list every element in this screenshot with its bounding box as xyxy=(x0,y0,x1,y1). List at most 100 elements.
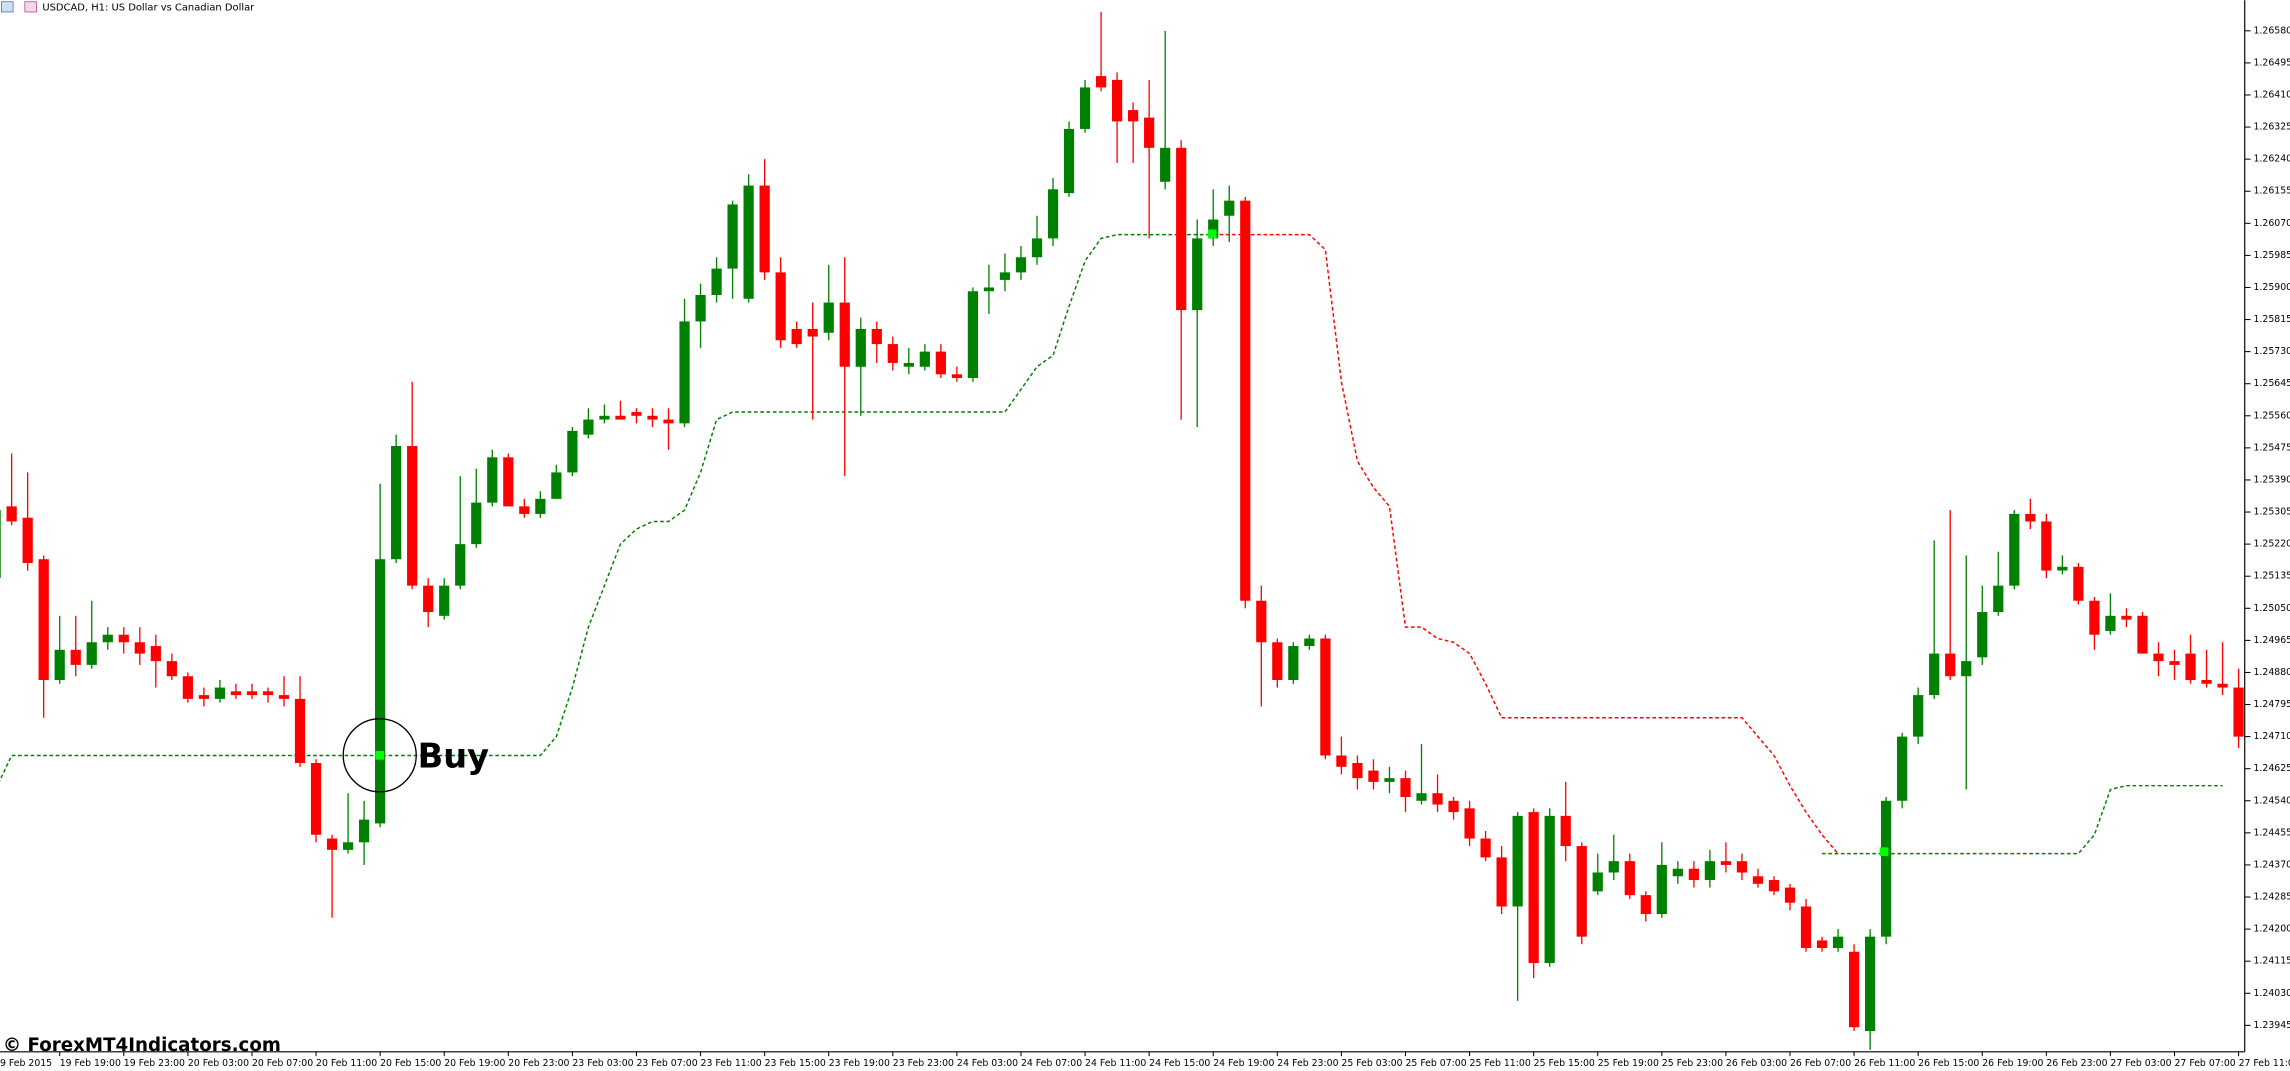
candle-body xyxy=(2105,615,2116,631)
indicator-line xyxy=(1213,233,1839,855)
candle-body xyxy=(903,362,914,367)
y-tick-label: 1.25645 xyxy=(2253,378,2290,389)
candle-body xyxy=(1432,793,1443,805)
candle-body xyxy=(743,185,754,299)
candle-body xyxy=(1384,778,1395,782)
candle-body xyxy=(1448,800,1459,813)
candle-body xyxy=(919,351,930,367)
candle-body xyxy=(663,419,674,424)
candle-body xyxy=(1688,868,1699,881)
candle-body xyxy=(855,328,866,367)
candle-body xyxy=(1640,895,1651,915)
signal-circle xyxy=(342,718,417,793)
candle-body xyxy=(1512,815,1523,907)
y-tick-label: 1.24455 xyxy=(2253,827,2290,838)
y-tick-label: 1.25900 xyxy=(2253,282,2290,293)
candle-body xyxy=(695,295,706,322)
candle-body xyxy=(1160,147,1171,182)
y-tick-label: 1.25135 xyxy=(2253,571,2290,582)
candle-body xyxy=(1208,219,1219,239)
candle-body xyxy=(1672,868,1683,877)
y-tick-label: 1.24795 xyxy=(2253,699,2290,710)
y-tick-label: 1.26240 xyxy=(2253,154,2290,165)
plot-area xyxy=(0,11,2244,1050)
x-tick-label: 25 Feb 19:00 xyxy=(1598,1058,1659,1069)
indicator-line xyxy=(0,233,1214,782)
candle-body xyxy=(1496,857,1507,907)
candle-body xyxy=(1224,200,1235,216)
candle-body xyxy=(1528,812,1539,964)
x-tick-label: 23 Feb 19:00 xyxy=(829,1058,890,1069)
candle-body xyxy=(1592,872,1603,892)
x-tick-label: 26 Feb 07:00 xyxy=(1790,1058,1851,1069)
candle-body xyxy=(2169,661,2180,665)
y-tick-label: 1.24370 xyxy=(2253,859,2290,870)
candle-body xyxy=(1480,838,1491,858)
x-tick-label: 25 Feb 07:00 xyxy=(1405,1058,1466,1069)
signal-marker xyxy=(375,750,385,760)
candle-body xyxy=(1993,585,2004,613)
candle-body xyxy=(1336,755,1347,767)
y-tick-label: 1.26410 xyxy=(2253,89,2290,100)
candle-body xyxy=(38,559,49,680)
x-tick-label: 20 Feb 19:00 xyxy=(444,1058,505,1069)
candle-body xyxy=(983,287,995,292)
candle-body xyxy=(198,695,210,699)
candle-body xyxy=(2025,513,2036,522)
candle-body xyxy=(214,687,226,699)
y-tick-label: 1.24285 xyxy=(2253,892,2290,903)
candle-body xyxy=(342,842,354,850)
x-tick-label: 25 Feb 23:00 xyxy=(1662,1058,1723,1069)
candle-body xyxy=(2057,566,2068,571)
x-tick-label: 23 Feb 11:00 xyxy=(701,1058,762,1069)
candle-body xyxy=(182,676,193,699)
candle-body xyxy=(439,585,450,616)
x-tick-label: 19 Feb 19:00 xyxy=(60,1058,121,1069)
candle-body xyxy=(2137,615,2148,654)
candle-body xyxy=(1720,861,1732,865)
candle-body xyxy=(871,328,882,345)
candle-body xyxy=(471,502,482,545)
candle-body xyxy=(262,691,274,696)
candle-body xyxy=(1240,200,1251,601)
y-tick-label: 1.25475 xyxy=(2253,442,2290,453)
candle-body xyxy=(1015,257,1027,273)
candle-body xyxy=(1832,936,1844,948)
candle-body xyxy=(455,544,466,586)
candle-body xyxy=(1128,110,1139,122)
y-tick-label: 1.25985 xyxy=(2253,250,2290,261)
y-tick-label: 1.24880 xyxy=(2253,667,2290,678)
y-tick-label: 1.26325 xyxy=(2253,122,2290,133)
candle-body xyxy=(1800,906,1812,948)
candle-body xyxy=(679,321,690,424)
candle-body xyxy=(487,457,498,503)
candle-body xyxy=(246,691,258,696)
candle-body xyxy=(391,445,402,560)
x-tick-label: 25 Feb 03:00 xyxy=(1341,1058,1402,1069)
x-tick-label: 9 Feb 2015 xyxy=(0,1058,52,1069)
candle-body xyxy=(358,819,370,843)
candle-body xyxy=(807,328,818,337)
candle-body xyxy=(1047,189,1059,239)
candle-body xyxy=(150,646,161,662)
candle-body xyxy=(2121,615,2132,620)
candle-body xyxy=(1031,238,1043,258)
candle-body xyxy=(2233,687,2244,737)
candle-body xyxy=(1192,238,1203,311)
x-tick-label: 27 Feb 07:00 xyxy=(2175,1058,2236,1069)
candle-body xyxy=(551,472,562,499)
y-tick-label: 1.25050 xyxy=(2253,603,2290,614)
y-tick-label: 1.24200 xyxy=(2253,924,2290,935)
candle-body xyxy=(1368,770,1379,782)
x-tick-label: 20 Feb 03:00 xyxy=(188,1058,249,1069)
candle-body xyxy=(1897,736,1908,801)
candle-body xyxy=(1624,861,1635,896)
indicator-icon xyxy=(24,1,37,13)
candle-body xyxy=(999,272,1011,280)
candle-body xyxy=(823,302,834,333)
x-tick-label: 20 Feb 11:00 xyxy=(316,1058,377,1069)
candle-body xyxy=(1320,638,1331,756)
x-tick-label: 26 Feb 03:00 xyxy=(1726,1058,1787,1069)
